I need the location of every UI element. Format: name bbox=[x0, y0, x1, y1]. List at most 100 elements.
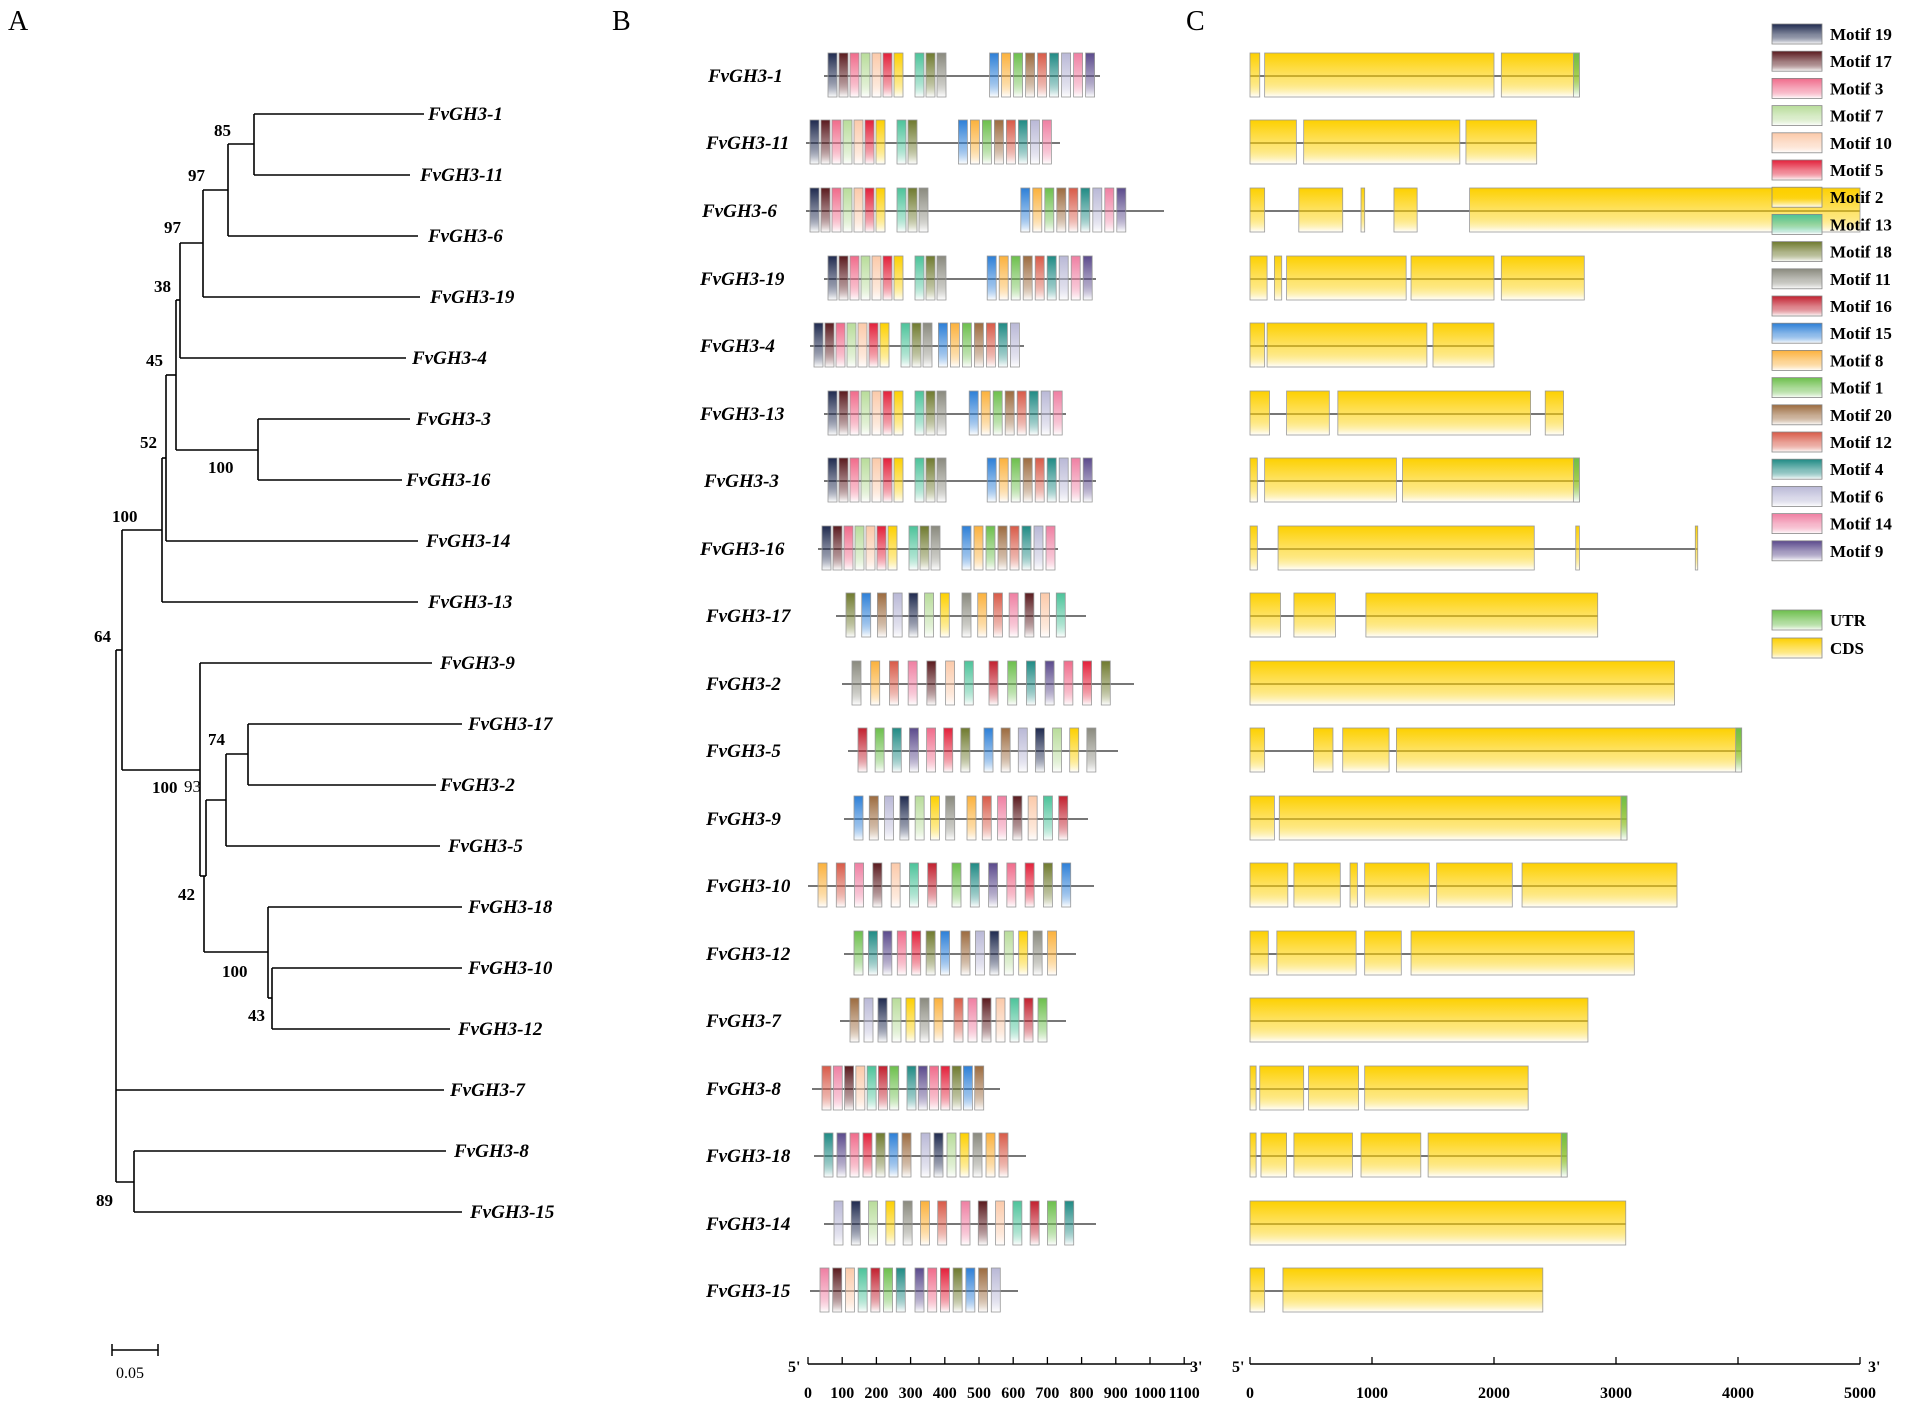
cds-block bbox=[1249, 1132, 1257, 1178]
motif-axis: 5' 3' 0 100 200 300 400 500 600 700 800 900 1000 11… bbox=[788, 1357, 1202, 1402]
motif-block bbox=[919, 525, 930, 571]
motif-row-label: FvGH3-16 bbox=[699, 539, 785, 560]
motif-row: FvGH3-7 bbox=[705, 997, 1066, 1043]
motif-block bbox=[951, 862, 962, 908]
motif-block bbox=[960, 930, 971, 976]
legend-label: Motif 4 bbox=[1830, 460, 1884, 479]
motif-block bbox=[861, 592, 872, 638]
motif-row-label: FvGH3-9 bbox=[705, 809, 781, 830]
motif-block bbox=[977, 592, 988, 638]
motif-block bbox=[1003, 930, 1014, 976]
cds-block bbox=[1249, 997, 1589, 1043]
axis-tick-label: 0 bbox=[1246, 1385, 1254, 1402]
motif-block bbox=[961, 592, 972, 638]
motif-block bbox=[1032, 187, 1043, 233]
gene-structure-row bbox=[1249, 592, 1599, 638]
motif-block bbox=[874, 727, 885, 773]
motif-row: FvGH3-16 bbox=[699, 525, 1058, 571]
axis-tick-label: 100 bbox=[830, 1385, 854, 1402]
motif-block bbox=[950, 322, 960, 368]
motif-block bbox=[908, 592, 919, 638]
bootstrap-value: 85 bbox=[214, 121, 231, 140]
motif-block bbox=[936, 457, 947, 503]
motif-block bbox=[1013, 52, 1023, 98]
motif-block bbox=[1000, 727, 1011, 773]
motif-block bbox=[980, 390, 991, 436]
motif-block bbox=[974, 1065, 985, 1111]
cds-block bbox=[1259, 1065, 1305, 1111]
motif-block bbox=[1012, 795, 1023, 841]
cds-block bbox=[1293, 592, 1336, 638]
tree-leaf-label: FvGH3-3 bbox=[415, 409, 491, 430]
gene-structure-panel bbox=[1249, 52, 1861, 1313]
motif-block bbox=[1017, 727, 1028, 773]
motif-block bbox=[885, 1200, 896, 1246]
motif-block bbox=[1009, 997, 1020, 1043]
legend-swatch bbox=[1771, 349, 1823, 371]
gene-structure-row bbox=[1249, 795, 1628, 841]
motif-block bbox=[838, 255, 849, 301]
motif-row: FvGH3-8 bbox=[705, 1065, 1000, 1111]
motif-block bbox=[860, 255, 871, 301]
tree-scale-bar: 0.05 bbox=[111, 1344, 159, 1382]
axis-tick-label: 4000 bbox=[1722, 1385, 1754, 1402]
motif-block bbox=[937, 1200, 948, 1246]
legend-swatch bbox=[1771, 159, 1823, 181]
motif-block bbox=[1044, 660, 1055, 706]
motif-block bbox=[933, 997, 944, 1043]
legend-label: Motif 15 bbox=[1830, 324, 1892, 343]
motif-block bbox=[911, 322, 922, 368]
cds-block bbox=[1308, 1065, 1359, 1111]
cds-block bbox=[1249, 187, 1266, 233]
motif-block bbox=[927, 862, 938, 908]
motif-block bbox=[1044, 187, 1055, 233]
motif-block bbox=[827, 390, 838, 436]
motif-block bbox=[893, 390, 904, 436]
motif-block bbox=[925, 457, 936, 503]
axis-tick-label: 800 bbox=[1070, 1385, 1094, 1402]
axis-start-label: 5' bbox=[1232, 1359, 1244, 1376]
bootstrap-value: 38 bbox=[154, 277, 171, 296]
cds-block bbox=[1303, 119, 1461, 165]
motif-block bbox=[1006, 862, 1017, 908]
cds-block bbox=[1500, 255, 1585, 301]
motif-block bbox=[975, 930, 985, 976]
cds-block bbox=[1282, 1267, 1544, 1313]
cds-block bbox=[1365, 592, 1599, 638]
axis-tick-label: 1000 bbox=[1134, 1385, 1166, 1402]
motif-block bbox=[1085, 52, 1095, 98]
cds-block bbox=[1364, 1065, 1529, 1111]
cds-block bbox=[1249, 592, 1281, 638]
utr-block bbox=[1560, 1132, 1568, 1178]
axis-tick-label: 0 bbox=[804, 1385, 812, 1402]
cds-block bbox=[1249, 119, 1297, 165]
legend-swatch bbox=[1771, 540, 1823, 562]
motif-block bbox=[877, 997, 888, 1043]
cds-block bbox=[1260, 1132, 1287, 1178]
motif-block bbox=[864, 119, 875, 165]
motif-block bbox=[1025, 52, 1035, 98]
motif-block bbox=[1034, 255, 1045, 301]
motif-block bbox=[966, 795, 977, 841]
gene-structure-row bbox=[1249, 862, 1678, 908]
motif-block bbox=[1040, 592, 1050, 638]
cds-block bbox=[1694, 525, 1699, 571]
motif-block bbox=[838, 457, 849, 503]
gene-structure-row bbox=[1249, 52, 1580, 98]
motif-block bbox=[977, 1200, 988, 1246]
motif-block bbox=[827, 52, 838, 98]
motif-block bbox=[877, 592, 887, 638]
motif-block bbox=[875, 1132, 886, 1178]
cds-block bbox=[1337, 390, 1531, 436]
motif-block bbox=[986, 255, 997, 301]
motif-row-label: FvGH3-13 bbox=[699, 404, 784, 425]
cds-block bbox=[1249, 1267, 1266, 1313]
motif-block bbox=[1100, 660, 1111, 706]
motif-block bbox=[995, 997, 1006, 1043]
legend-swatch bbox=[1771, 213, 1823, 235]
motif-block bbox=[963, 660, 974, 706]
motif-block bbox=[940, 1065, 951, 1111]
axis-tick-label: 600 bbox=[1001, 1385, 1025, 1402]
motif-block bbox=[1020, 187, 1031, 233]
motif-block bbox=[1037, 52, 1047, 98]
